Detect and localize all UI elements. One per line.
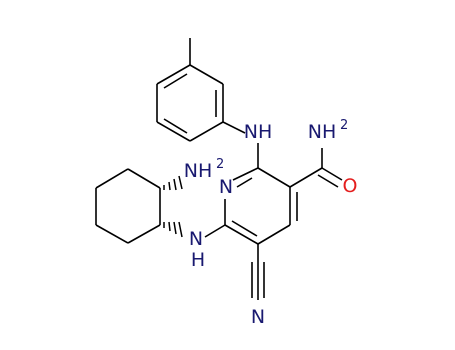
atom-label: NH <box>244 121 273 143</box>
atom-label: O <box>343 175 358 197</box>
bonds <box>95 38 343 300</box>
atom-label: NH <box>308 121 337 143</box>
atom-label: N <box>251 306 265 328</box>
atom-label: N <box>189 228 203 250</box>
atom-label: NH <box>184 160 213 182</box>
atom-subscript: 2 <box>340 118 348 133</box>
atom-label: N <box>219 176 233 198</box>
atom-subscript: 2 <box>216 157 224 172</box>
atom-hydrogen: H <box>191 249 205 271</box>
